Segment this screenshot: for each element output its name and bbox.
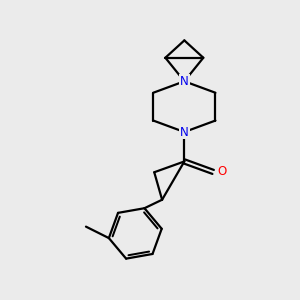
Text: O: O bbox=[218, 165, 227, 178]
Text: N: N bbox=[180, 75, 189, 88]
Text: N: N bbox=[180, 125, 189, 139]
